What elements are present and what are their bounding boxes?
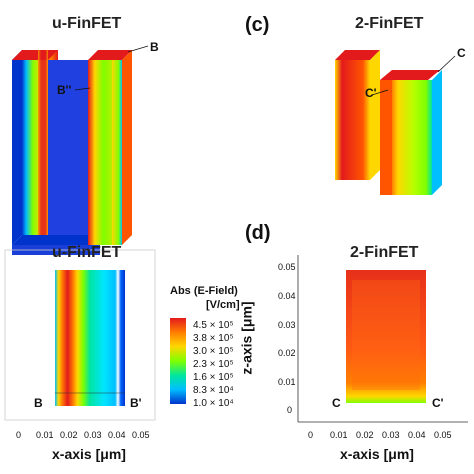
br-x-axis-title: x-axis [μm] <box>340 446 414 462</box>
br-x-tick-4: 0.04 <box>408 430 426 440</box>
u-marker-b-leader <box>127 45 149 53</box>
fin2-2d-inner-gradient <box>352 280 420 390</box>
colorbar-tick-4: 1.6 × 10⁵ <box>193 372 234 383</box>
colorbar-tick-1: 3.8 × 10⁵ <box>193 333 234 344</box>
bl-x-tick-5: 0.05 <box>132 430 150 440</box>
br-x-tick-3: 0.03 <box>382 430 400 440</box>
colorbar-tick-5: 8.3 × 10⁴ <box>193 385 234 396</box>
br-y-tick-0: 0.05 <box>278 262 296 272</box>
fin2-marker-c: C <box>457 46 466 60</box>
fin2-marker-c2: C' <box>365 86 377 100</box>
fin2-marker-c-leader <box>437 55 456 73</box>
colorbar-tick-2: 3.0 × 10⁵ <box>193 346 234 357</box>
bl-x-tick-0: 0 <box>16 430 22 440</box>
bl-x-axis-title: x-axis [μm] <box>52 446 126 462</box>
br-y-tick-1: 0.04 <box>278 291 296 301</box>
colorbar-tick-0: 4.5 × 10⁵ <box>193 320 234 331</box>
fin2-left-top <box>335 50 380 60</box>
u-2d-marker-b: B <box>34 396 43 410</box>
u-right-fin-band <box>104 60 112 245</box>
colorbar-gradient <box>170 318 186 404</box>
u-2d-plot-frame <box>4 249 156 421</box>
u-right-fin-side <box>122 50 132 245</box>
panel-label-d: (d) <box>245 222 271 244</box>
br-y-tick-3: 0.02 <box>278 348 296 358</box>
bl-x-tick-1: 0.01 <box>36 430 54 440</box>
bl-x-tick-2: 0.02 <box>60 430 78 440</box>
u-left-fin-hotspot <box>38 50 48 235</box>
fin2-right-face <box>392 80 432 195</box>
fin2-right-top <box>380 70 440 80</box>
br-x-tick-2: 0.02 <box>356 430 374 440</box>
panel-label-c: (c) <box>245 14 270 36</box>
bottom-right-title: 2-FinFET <box>350 244 419 261</box>
u-2d-field-map <box>55 270 125 406</box>
u-left-fin-side <box>12 50 22 245</box>
fin2-2d-marker-c: C <box>332 396 341 410</box>
u-2d-marker-b2: B' <box>130 396 142 410</box>
br-y-axis-title: z-axis [μm] <box>238 301 255 375</box>
bottom-left-title: u-FinFET <box>52 244 122 261</box>
top-left-title: u-FinFET <box>52 15 122 32</box>
top-right-title: 2-FinFET <box>355 15 424 32</box>
br-x-tick-1: 0.01 <box>330 430 348 440</box>
fin2-right-side <box>432 70 442 195</box>
u-marker-b: B <box>150 40 159 54</box>
fin2-left-side <box>370 50 380 180</box>
fin2-2d-marker-c2: C' <box>432 396 444 410</box>
br-y-tick-5: 0 <box>287 405 293 415</box>
colorbar-title-2: [V/cm] <box>206 299 240 311</box>
u-marker-b2: B'' <box>57 83 72 97</box>
bl-x-tick-3: 0.03 <box>84 430 102 440</box>
colorbar-tick-6: 1.0 × 10⁴ <box>193 398 234 409</box>
fin2-2d-field-map <box>346 270 426 403</box>
u-marker-b2-leader <box>74 87 91 91</box>
u-right-fin-top <box>88 50 132 60</box>
colorbar-title-1: Abs (E-Field) <box>170 285 238 297</box>
u-base-top <box>12 235 110 245</box>
colorbar-tick-3: 2.3 × 10⁵ <box>193 359 234 370</box>
br-y-tick-2: 0.03 <box>278 320 296 330</box>
br-x-tick-0: 0 <box>308 430 314 440</box>
fin2-left-face <box>335 60 370 180</box>
br-y-tick-4: 0.01 <box>278 377 296 387</box>
fin2-right-left-side <box>380 80 392 195</box>
br-x-tick-5: 0.05 <box>434 430 452 440</box>
bl-x-tick-4: 0.04 <box>108 430 126 440</box>
fin2-marker-c2-leader <box>371 89 389 96</box>
